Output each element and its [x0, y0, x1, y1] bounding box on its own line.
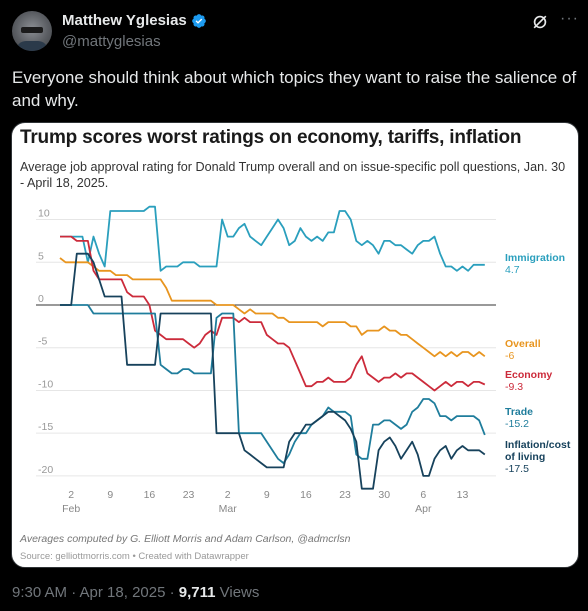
author-avatar[interactable] [12, 11, 52, 51]
x-tick-label: 2 [68, 489, 74, 501]
series-label: Overall [505, 338, 541, 350]
x-tick-month-label: Feb [62, 503, 80, 515]
x-tick-label: 2 [225, 489, 231, 501]
x-tick-label: 16 [300, 489, 312, 501]
x-tick-label: 30 [378, 489, 390, 501]
views-count: 9,711 [178, 584, 216, 601]
x-tick-month-label: Mar [219, 503, 238, 515]
tweet-text: Everyone should think about which topics… [12, 68, 577, 110]
x-tick-label: 16 [144, 489, 156, 501]
series-value-label: -9.3 [505, 381, 523, 393]
chart-title: Trump scores worst ratings on economy, t… [20, 127, 522, 148]
series-label: Immigration [505, 252, 565, 264]
series-line-trade [60, 304, 486, 465]
series-value-label: 4.7 [505, 264, 520, 276]
y-tick-label: -5 [38, 336, 47, 348]
line-chart: 10 5 0 -5 -10 -15 -20 2 Feb 9 16 23 2 Mar 9 16 23 30 6 Apr 1… [36, 205, 571, 515]
avatar-shirt [16, 41, 48, 51]
x-tick-label: 13 [457, 489, 469, 501]
x-tick-label: 9 [107, 489, 113, 501]
series-label: Economy [505, 369, 552, 381]
chart-source: Source: gelliottmorris.com • Created wit… [20, 551, 249, 562]
tweet-timestamp[interactable]: 9:30 AM · Apr 18, 2025 · [12, 584, 179, 601]
series-line-economy [60, 235, 486, 392]
author-handle[interactable]: @mattyglesias [62, 33, 161, 50]
x-tick-label: 9 [264, 489, 270, 501]
y-tick-label: -15 [38, 421, 53, 433]
author-name[interactable]: Matthew Yglesias [62, 12, 187, 29]
y-tick-label: 5 [38, 250, 44, 262]
series-line-immigration [60, 205, 485, 272]
chart-image-card[interactable]: Trump scores worst ratings on economy, t… [11, 122, 579, 568]
y-tick-label: 10 [38, 208, 50, 220]
series-label: Trade [505, 406, 533, 418]
tweet-meta: 9:30 AM · Apr 18, 2025 · 9,711 Views [12, 584, 259, 601]
verified-badge-icon [191, 13, 206, 28]
y-tick-label: -20 [38, 464, 53, 476]
series-value-label: -6 [505, 350, 514, 362]
y-tick-label: 0 [38, 293, 44, 305]
author-name-row[interactable]: Matthew Yglesias [62, 12, 207, 29]
x-tick-label: 6 [420, 489, 426, 501]
views-label: Views [215, 584, 260, 601]
series-value-label: -15.2 [505, 418, 529, 430]
series-label: of living [505, 451, 545, 463]
series-label: Inflation/cost [505, 439, 571, 451]
grok-icon[interactable] [530, 12, 550, 32]
y-tick-label: -10 [38, 378, 53, 390]
chart-subtitle: Average job approval rating for Donald T… [20, 160, 566, 190]
series-value-label: -17.5 [505, 463, 529, 475]
x-tick-label: 23 [183, 489, 195, 501]
series-line-inflation-cost-of-living [60, 252, 486, 490]
chart-footnote: Averages computed by G. Elliott Morris a… [20, 533, 351, 545]
sunglasses-icon [21, 27, 43, 33]
more-icon[interactable]: ··· [560, 10, 579, 27]
series-line-overall [59, 257, 486, 358]
x-tick-label: 23 [339, 489, 351, 501]
x-tick-month-label: Apr [415, 503, 432, 515]
